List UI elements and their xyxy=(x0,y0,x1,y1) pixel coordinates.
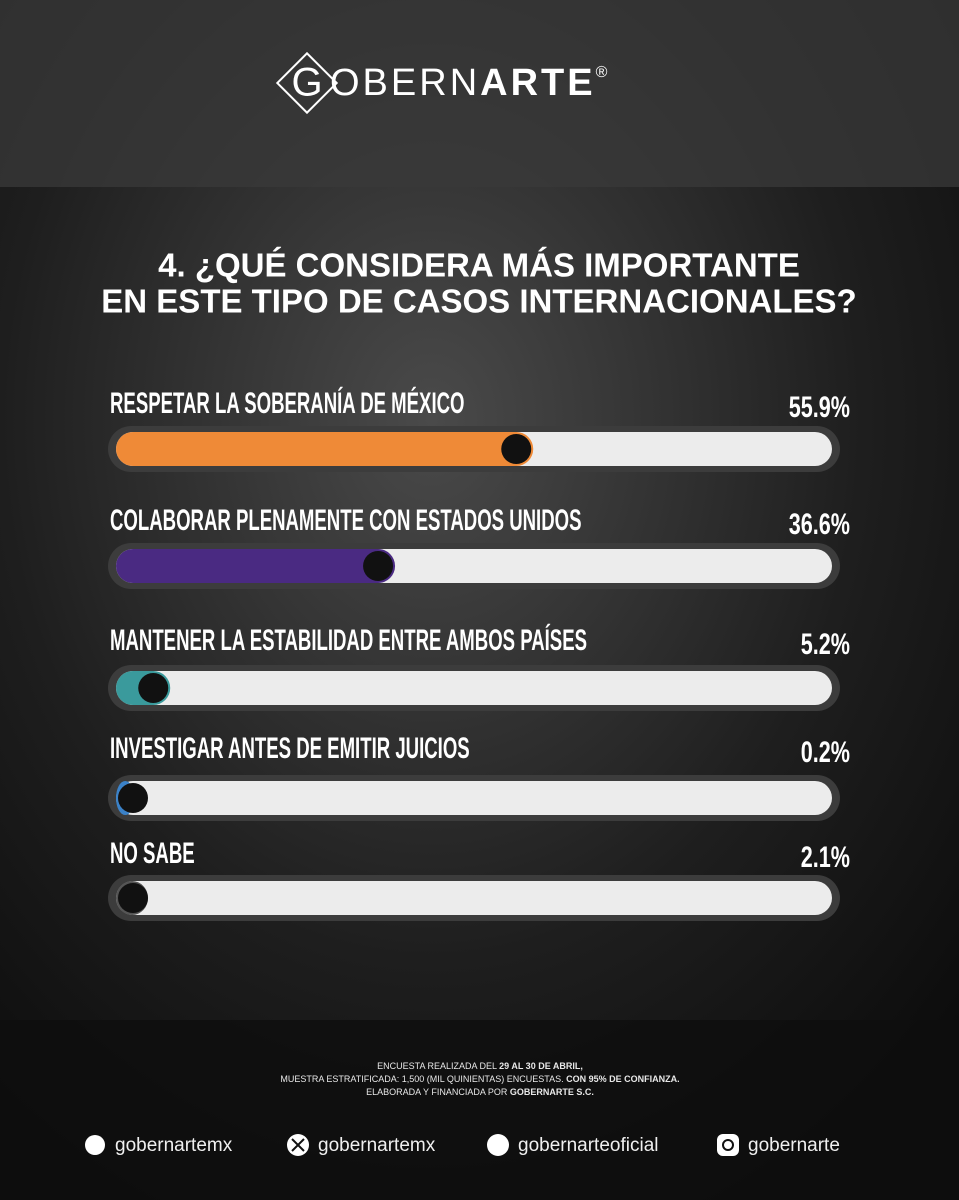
bar-knob xyxy=(363,551,394,581)
footer-bold: 29 AL 30 DE ABRIL, xyxy=(499,1061,583,1071)
bar-knob xyxy=(118,883,148,913)
category-label: INVESTIGAR ANTES DE EMITIR JUICIOS xyxy=(110,731,470,765)
value-label-group: 55.9% xyxy=(789,389,850,423)
header-band xyxy=(0,0,959,187)
instagram-icon xyxy=(717,1134,739,1156)
chart-title: 4. ¿QUÉ CONSIDERA MÁS IMPORTANTE xyxy=(158,247,800,284)
value-label: 55.9% xyxy=(789,389,850,423)
chart-title: EN ESTE TIPO DE CASOS INTERNACIONALES? xyxy=(101,283,856,320)
footer-band xyxy=(0,1020,959,1200)
logo-mark: ® xyxy=(596,64,611,81)
bar xyxy=(116,432,534,466)
bar-row: INVESTIGAR ANTES DE EMITIR JUICIOS 0.2% xyxy=(108,731,850,821)
category-label-group: RESPETAR LA SOBERANÍA DE MÉXICO xyxy=(110,385,464,420)
logo-bold: ARTE xyxy=(480,62,595,104)
facebook-icon xyxy=(85,1135,105,1155)
social-handle: gobernarteoficial xyxy=(518,1135,658,1156)
category-label-group: INVESTIGAR ANTES DE EMITIR JUICIOS xyxy=(110,731,470,765)
bar-track xyxy=(116,881,832,915)
tiktok-icon xyxy=(487,1134,509,1156)
social-handle: gobernarte xyxy=(748,1135,840,1156)
social-icons xyxy=(85,1134,739,1156)
logo: G OBERNARTE® xyxy=(275,51,610,115)
footer-text: ENCUESTA REALIZADA DEL xyxy=(377,1061,499,1071)
bar-track xyxy=(116,781,832,815)
footer: ENCUESTA REALIZADA DEL 29 AL 30 DE ABRIL… xyxy=(280,1061,679,1097)
instagram-glyph xyxy=(722,1139,734,1151)
value-label: 2.1% xyxy=(801,839,850,873)
x-glyph xyxy=(291,1138,305,1152)
footer-text: MUESTRA ESTRATIFICADA: 1,500 (MIL QUINIE… xyxy=(280,1074,566,1084)
category-label-group: NO SABE xyxy=(110,836,195,870)
value-label: 0.2% xyxy=(801,734,850,768)
category-label-group: MANTENER LA ESTABILIDAD ENTRE AMBOS PAÍS… xyxy=(110,622,587,657)
logo-diamond xyxy=(275,51,339,115)
category-label: COLABORAR PLENAMENTE CON ESTADOS UNIDOS xyxy=(110,503,581,537)
logo-light: OBERN xyxy=(330,62,480,104)
bar-row: MANTENER LA ESTABILIDAD ENTRE AMBOS PAÍS… xyxy=(108,622,850,711)
value-label-group: 0.2% xyxy=(801,734,850,768)
logo-letter: G xyxy=(291,61,322,105)
value-label: 5.2% xyxy=(801,626,850,660)
footer-line: ELABORADA Y FINANCIADA POR GOBERNARTE S.… xyxy=(366,1087,594,1097)
logo-text: OBERNARTE® xyxy=(330,62,610,104)
value-label: 36.6% xyxy=(789,506,850,540)
bar-track xyxy=(116,671,832,705)
bar-row: NO SABE 2.1% xyxy=(108,836,850,921)
footer-line: MUESTRA ESTRATIFICADA: 1,500 (MIL QUINIE… xyxy=(280,1074,679,1084)
category-label: NO SABE xyxy=(110,836,195,870)
value-label-group: 2.1% xyxy=(801,839,850,873)
bar-knob xyxy=(501,434,532,464)
category-label: RESPETAR LA SOBERANÍA DE MÉXICO xyxy=(110,385,464,420)
bar xyxy=(116,549,396,583)
value-label-group: 36.6% xyxy=(789,506,850,540)
social: gobernartemx gobernartemx gobernarteoficia… xyxy=(115,1135,840,1156)
social-handle: gobernartemx xyxy=(115,1135,233,1156)
value-label-group: 5.2% xyxy=(801,626,850,660)
bar-knob xyxy=(118,783,148,813)
footer-text: ELABORADA Y FINANCIADA POR xyxy=(366,1087,510,1097)
social-handle: gobernartemx xyxy=(318,1135,436,1156)
footer-line: ENCUESTA REALIZADA DEL 29 AL 30 DE ABRIL… xyxy=(377,1061,583,1071)
bar-row: RESPETAR LA SOBERANÍA DE MÉXICO 55.9% xyxy=(108,385,850,472)
bars: RESPETAR LA SOBERANÍA DE MÉXICO 55.9% COLA… xyxy=(108,385,850,921)
footer-bold: CON 95% DE CONFIANZA. xyxy=(566,1074,680,1084)
footer-bold: GOBERNARTE S.C. xyxy=(510,1087,594,1097)
bar-knob xyxy=(138,673,169,703)
category-label-group: COLABORAR PLENAMENTE CON ESTADOS UNIDOS xyxy=(110,503,581,537)
bar-row: COLABORAR PLENAMENTE CON ESTADOS UNIDOS 3… xyxy=(108,503,850,589)
category-label: MANTENER LA ESTABILIDAD ENTRE AMBOS PAÍS… xyxy=(110,622,587,657)
